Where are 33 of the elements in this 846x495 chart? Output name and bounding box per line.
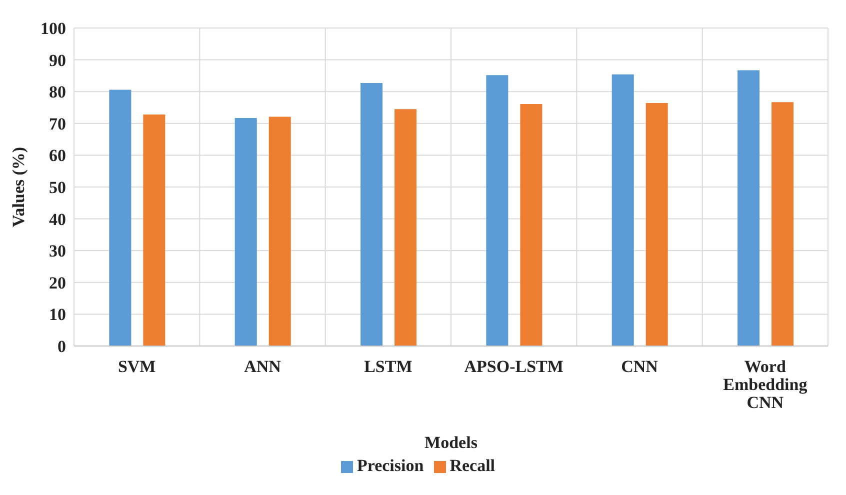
x-tick-label: LSTM	[364, 357, 412, 376]
bar	[646, 103, 668, 346]
y-axis-title: Values (%)	[9, 146, 28, 228]
bar	[234, 118, 257, 346]
bar	[486, 75, 508, 346]
y-tick-label: 30	[49, 242, 66, 261]
y-tick-label: 10	[49, 305, 66, 324]
bar	[520, 104, 542, 346]
x-tick-label: SVM	[118, 357, 156, 376]
y-tick-label: 100	[40, 19, 66, 38]
x-tick-label: ANN	[244, 357, 282, 376]
y-tick-label: 40	[49, 210, 66, 229]
x-tick-label: CNN	[621, 357, 659, 376]
bar	[143, 114, 166, 346]
bar	[738, 70, 760, 346]
x-tick-label: APSO-LSTM	[464, 357, 564, 376]
y-tick-label: 0	[58, 337, 66, 356]
bar	[612, 74, 634, 346]
y-tick-label: 90	[49, 50, 66, 70]
y-tick-label: 50	[49, 178, 66, 198]
y-tick-label: 60	[49, 146, 66, 166]
y-tick-label: 80	[49, 82, 66, 102]
bar	[772, 102, 794, 346]
legend-label: Precision	[356, 456, 424, 475]
bar	[360, 83, 383, 346]
bar	[394, 109, 417, 346]
y-tick-label: 70	[49, 114, 66, 134]
y-tick-label: 20	[49, 273, 66, 292]
x-axis-title: Models	[424, 433, 478, 452]
x-tick-label: Word Embedding CNN	[723, 357, 808, 412]
legend-label: Recall	[450, 456, 496, 475]
bar	[109, 90, 132, 346]
bar	[268, 116, 291, 346]
